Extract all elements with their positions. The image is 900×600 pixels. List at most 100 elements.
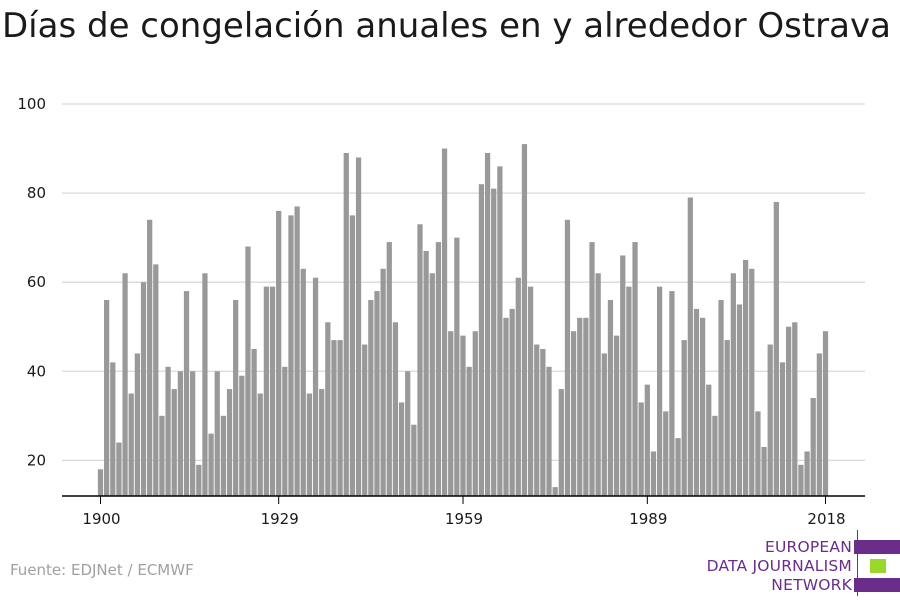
logo-line-2: DATA JOURNALISM xyxy=(706,557,852,575)
bar-1939 xyxy=(337,340,343,496)
logo-divider xyxy=(857,530,858,596)
bar-2006 xyxy=(749,268,755,496)
bar-1988 xyxy=(638,402,644,496)
bar-1980 xyxy=(589,242,595,496)
bar-1950 xyxy=(405,371,411,496)
bar-1916 xyxy=(196,464,202,496)
source-note: Fuente: EDJNet / ECMWF xyxy=(10,561,194,579)
x-tick-label-1989: 1989 xyxy=(629,510,667,528)
bar-1959 xyxy=(460,335,466,496)
bar-1924 xyxy=(245,246,251,496)
bar-2001 xyxy=(718,300,724,496)
bar-1933 xyxy=(300,268,306,496)
bar-1979 xyxy=(583,317,589,496)
x-tick-label-1900: 1900 xyxy=(82,510,120,528)
bar-1957 xyxy=(448,331,454,496)
bar-1976 xyxy=(564,219,571,496)
bar-1966 xyxy=(503,317,509,496)
bar-2003 xyxy=(730,273,736,496)
bar-1996 xyxy=(687,197,693,496)
logo-bar-top xyxy=(854,540,900,554)
bar-1997 xyxy=(693,308,700,496)
bar-1982 xyxy=(601,353,607,496)
x-tick-label-2018: 2018 xyxy=(807,510,845,528)
bar-1961 xyxy=(472,331,478,496)
y-tick-label-20: 20 xyxy=(27,451,46,469)
bar-1945 xyxy=(374,291,380,496)
bar-1983 xyxy=(607,300,614,496)
bar-1987 xyxy=(632,242,638,496)
bar-1965 xyxy=(497,166,503,496)
bar-1943 xyxy=(362,344,368,496)
x-tick-label-1929: 1929 xyxy=(261,510,299,528)
bar-1907 xyxy=(140,282,147,496)
bar-1906 xyxy=(134,353,140,496)
bar-1929 xyxy=(276,210,282,496)
bar-2007 xyxy=(755,411,761,496)
bar-1926 xyxy=(257,393,263,496)
bar-1936 xyxy=(319,389,325,496)
bar-2009 xyxy=(767,344,773,496)
bar-1902 xyxy=(110,362,116,496)
bar-1944 xyxy=(368,300,374,496)
bar-1938 xyxy=(331,340,337,496)
bar-1991 xyxy=(656,286,663,496)
bar-1949 xyxy=(398,402,405,496)
x-axis-tick-labels: 1900 1929 1959 1989 2018 xyxy=(82,496,846,528)
bar-1928 xyxy=(269,286,276,496)
logo-line-1: EUROPEAN xyxy=(764,538,852,556)
bar-1977 xyxy=(570,331,577,496)
y-tick-label-80: 80 xyxy=(27,184,46,202)
bars xyxy=(97,144,829,497)
bar-1930 xyxy=(282,366,288,496)
bar-1935 xyxy=(312,277,319,496)
y-tick-label-60: 60 xyxy=(27,273,46,291)
bar-1999 xyxy=(706,384,712,496)
bar-1909 xyxy=(153,264,159,496)
bar-2014 xyxy=(798,464,804,496)
bar-1905 xyxy=(128,393,134,496)
bar-2013 xyxy=(792,322,798,496)
bar-1989 xyxy=(644,384,650,496)
bar-1925 xyxy=(251,349,257,496)
bar-2005 xyxy=(743,259,749,496)
bar-1912 xyxy=(171,389,177,496)
bar-1954 xyxy=(429,273,435,496)
bar-1941 xyxy=(349,215,356,496)
bar-1914 xyxy=(183,291,190,496)
bar-1947 xyxy=(386,242,392,496)
bar-2016 xyxy=(810,398,816,496)
bar-1973 xyxy=(546,366,552,496)
logo-bar-middle xyxy=(870,559,886,573)
bar-1921 xyxy=(226,389,233,496)
bar-1900 xyxy=(97,469,104,496)
bar-1946 xyxy=(380,268,386,496)
bar-1903 xyxy=(116,442,122,496)
bar-1993 xyxy=(669,291,675,496)
bar-1917 xyxy=(202,273,208,496)
edjnet-logo: EUROPEAN DATA JOURNALISM NETWORK xyxy=(700,530,900,596)
bar-2010 xyxy=(773,202,779,496)
bar-1920 xyxy=(220,415,227,496)
bar-2008 xyxy=(761,447,767,496)
bar-1908 xyxy=(147,219,153,496)
bar-2002 xyxy=(724,340,730,496)
chart-title: Días de congelación anuales en y alreded… xyxy=(2,6,891,46)
y-axis-tick-labels: 20 40 60 80 100 xyxy=(17,95,46,469)
bar-1984 xyxy=(613,335,620,496)
bar-1962 xyxy=(478,184,485,496)
logo-wordmark: EUROPEAN DATA JOURNALISM NETWORK xyxy=(707,538,852,595)
bar-1990 xyxy=(650,451,657,496)
bar-1995 xyxy=(681,340,687,496)
bar-1963 xyxy=(484,153,491,496)
bar-1927 xyxy=(263,286,270,496)
bar-1922 xyxy=(233,300,239,496)
bar-1981 xyxy=(595,273,601,496)
bar-1974 xyxy=(552,487,558,496)
logo-bars-icon xyxy=(854,538,900,596)
bar-1968 xyxy=(515,277,521,496)
bar-2000 xyxy=(712,415,718,496)
bar-1985 xyxy=(620,255,626,496)
bar-1915 xyxy=(190,371,196,496)
bar-1994 xyxy=(675,438,681,496)
